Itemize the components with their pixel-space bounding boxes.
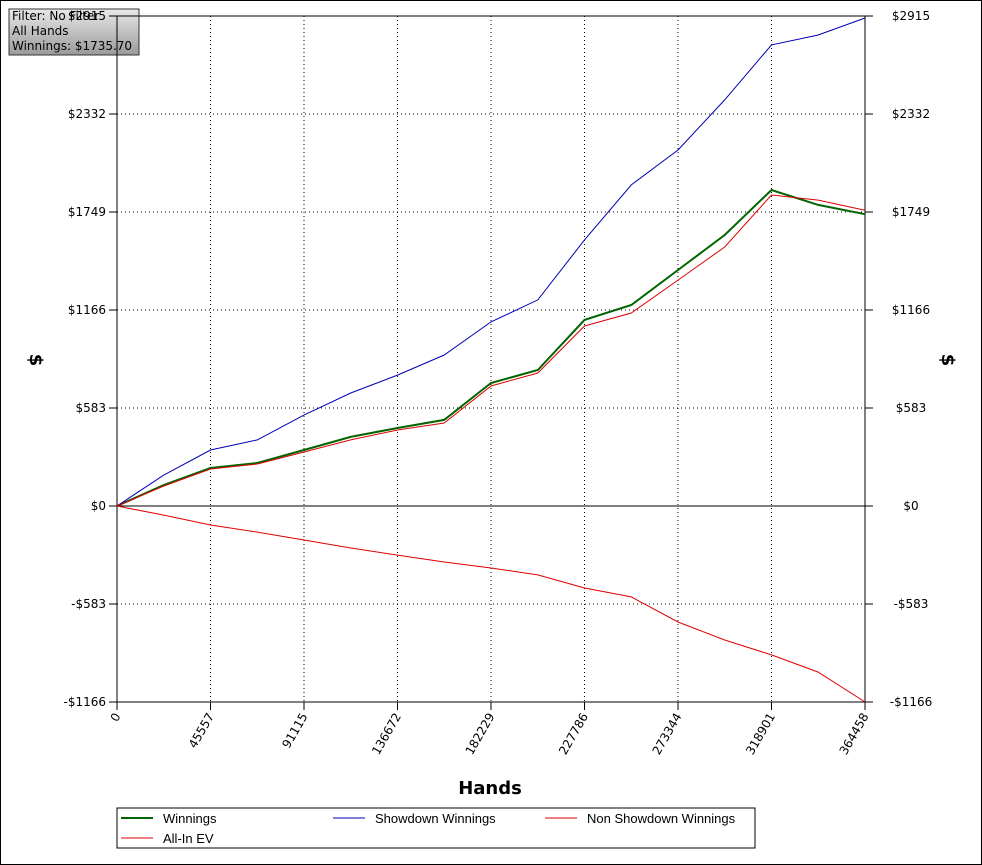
y-tick-label: $583 bbox=[75, 401, 106, 415]
info-winnings: Winnings: $1735.70 bbox=[12, 39, 132, 53]
series-line bbox=[116, 188, 866, 507]
y-tick-label: -$583 bbox=[71, 597, 106, 611]
plot-frame bbox=[116, 15, 866, 703]
series-line bbox=[116, 505, 866, 703]
y2-tick-label: -$583 bbox=[894, 597, 929, 611]
y2-tick-label: $1749 bbox=[892, 205, 930, 219]
y2-tick-label: -$1166 bbox=[890, 695, 933, 709]
legend bbox=[116, 807, 756, 849]
info-filter: Filter: No Filter bbox=[12, 9, 99, 23]
y-tick-label: $0 bbox=[91, 499, 106, 513]
legend-label: Showdown Winnings bbox=[375, 811, 496, 826]
legend-label: Non Showdown Winnings bbox=[587, 811, 736, 826]
y2-tick-label: $2915 bbox=[892, 9, 930, 23]
y-tick-label: $1749 bbox=[68, 205, 106, 219]
y2-tick-label: $1166 bbox=[892, 303, 930, 317]
y2-axis-label: $ bbox=[937, 354, 958, 367]
y2-tick-label: $2332 bbox=[892, 107, 930, 121]
y2-tick-label: $583 bbox=[896, 401, 927, 415]
y-tick-label: $2332 bbox=[68, 107, 106, 121]
y-tick-label: $1166 bbox=[68, 303, 106, 317]
y-axis-label: $ bbox=[25, 354, 46, 367]
series-line bbox=[116, 194, 866, 507]
info-hands: All Hands bbox=[12, 24, 69, 38]
y-tick-label: $2915 bbox=[68, 9, 106, 23]
legend-label: All-In EV bbox=[163, 831, 214, 846]
y-tick-label: -$1166 bbox=[63, 695, 106, 709]
x-axis-label: Hands bbox=[458, 778, 522, 799]
series-line bbox=[116, 17, 866, 507]
legend-label: Winnings bbox=[163, 811, 217, 826]
y2-tick-label: $0 bbox=[903, 499, 918, 513]
